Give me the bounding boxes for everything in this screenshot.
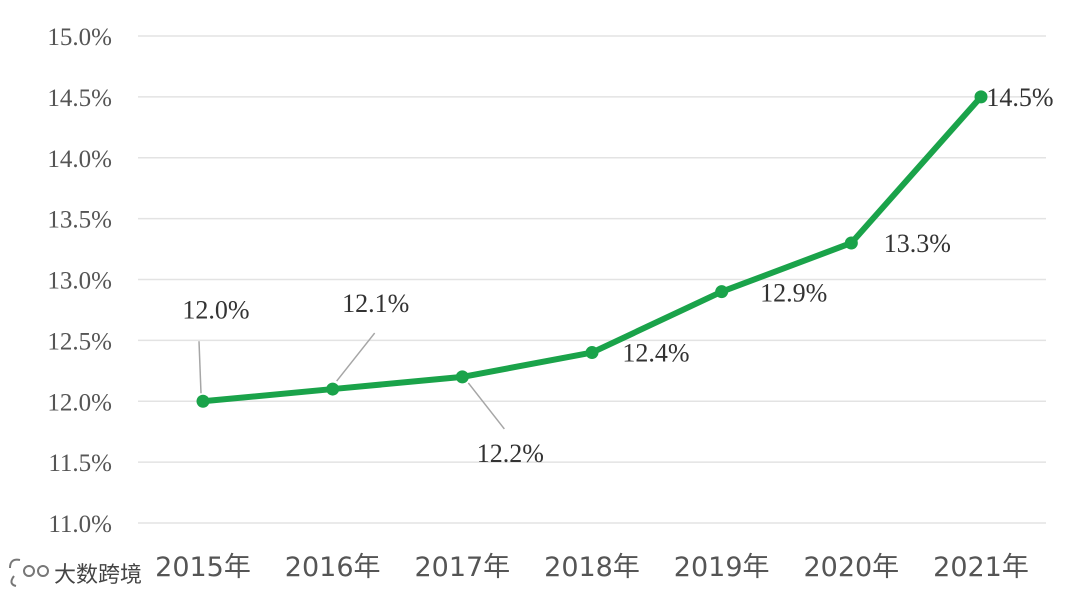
x-tick-label: 2021年 [933,552,1029,583]
brand-logo-icon [9,558,49,587]
data-label: 12.0% [182,295,249,324]
y-tick-label: 12.0% [47,389,112,416]
y-tick-label: 15.0% [47,24,112,51]
x-tick-label: 2016年 [285,552,381,583]
label-leader-line [198,341,202,394]
label-leader-line [336,332,376,382]
gridlines [138,35,1046,524]
label-leader-line [467,382,505,430]
data-point [196,394,210,408]
y-tick-label: 13.5% [47,207,112,234]
y-tick-label: 14.5% [47,85,112,112]
data-label: 14.5% [986,83,1053,112]
y-tick-label: 11.5% [48,450,112,477]
y-axis-ticks: 11.0% 11.5% 12.0% 12.5% 13.0% 13.5% 14.0% 14.5%… [47,24,112,538]
y-tick-label: 13.0% [47,268,112,295]
y-tick-label: 14.0% [47,146,112,173]
data-label: 12.1% [342,289,409,318]
data-point [844,236,858,250]
data-label: 12.2% [477,439,544,468]
data-point [974,90,988,104]
data-point [455,370,469,384]
data-labels: 12.0% 12.1% 12.2% 12.4% 12.9% 13.3% 14.5% [182,83,1053,468]
y-tick-label: 12.5% [47,328,112,355]
data-point [585,346,599,360]
x-tick-label: 2018年 [544,552,640,583]
y-tick-label: 11.0% [48,511,112,538]
data-label: 13.3% [884,229,951,258]
data-point [715,285,729,299]
x-tick-label: 2019年 [674,552,770,583]
x-tick-label: 2020年 [803,552,899,583]
x-axis-ticks: 2015年 2016年 2017年 2018年 2019年 2020年 2021年 [155,552,1029,583]
label-leader-lines [198,332,505,430]
watermark-text: 大数跨境 [54,563,142,588]
data-point [326,382,340,396]
x-tick-label: 2017年 [414,552,510,583]
data-label: 12.4% [622,339,689,368]
data-label: 12.9% [760,279,827,308]
x-tick-label: 2015年 [155,552,251,583]
watermark: 大数跨境 [9,558,142,588]
series-layer [196,90,988,408]
